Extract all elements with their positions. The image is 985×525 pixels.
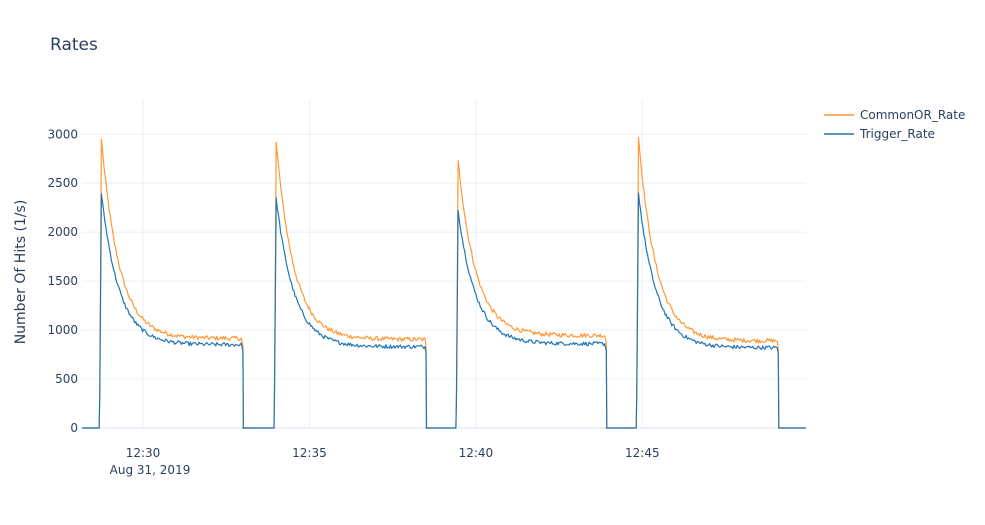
legend-label: CommonOR_Rate (860, 108, 965, 122)
y-tick-label: 3000 (47, 127, 78, 141)
y-axis-title: Number Of Hits (1/s) (13, 200, 29, 345)
legend-item-commonor-rate[interactable]: CommonOR_Rate (824, 108, 965, 122)
x-tick-label: 12:40 (459, 446, 494, 460)
x-tick-label: 12:45 (625, 446, 660, 460)
y-tick-label: 1000 (47, 323, 78, 337)
legend-item-trigger-rate[interactable]: Trigger_Rate (824, 127, 935, 141)
legend-label: Trigger_Rate (859, 127, 935, 141)
grid-layer (82, 100, 806, 429)
series-line-commonor-rate[interactable] (82, 136, 806, 429)
x-axis-date-label: Aug 31, 2019 (110, 463, 191, 477)
chart-title: Rates (50, 35, 98, 55)
legend[interactable]: CommonOR_Rate Trigger_Rate (824, 108, 965, 141)
x-axis-ticks: 12:30 12:35 12:40 12:45 (126, 446, 660, 460)
y-axis-ticks: 0 500 1000 1500 2000 2500 3000 (47, 127, 78, 435)
y-tick-label: 0 (70, 421, 78, 435)
series-line-trigger-rate[interactable] (82, 192, 806, 429)
x-tick-label: 12:35 (292, 446, 327, 460)
y-tick-label: 2000 (47, 225, 78, 239)
y-tick-label: 2500 (47, 176, 78, 190)
x-tick-label: 12:30 (126, 446, 161, 460)
series-layer (82, 136, 806, 429)
y-tick-label: 1500 (47, 274, 78, 288)
y-tick-label: 500 (55, 372, 78, 386)
